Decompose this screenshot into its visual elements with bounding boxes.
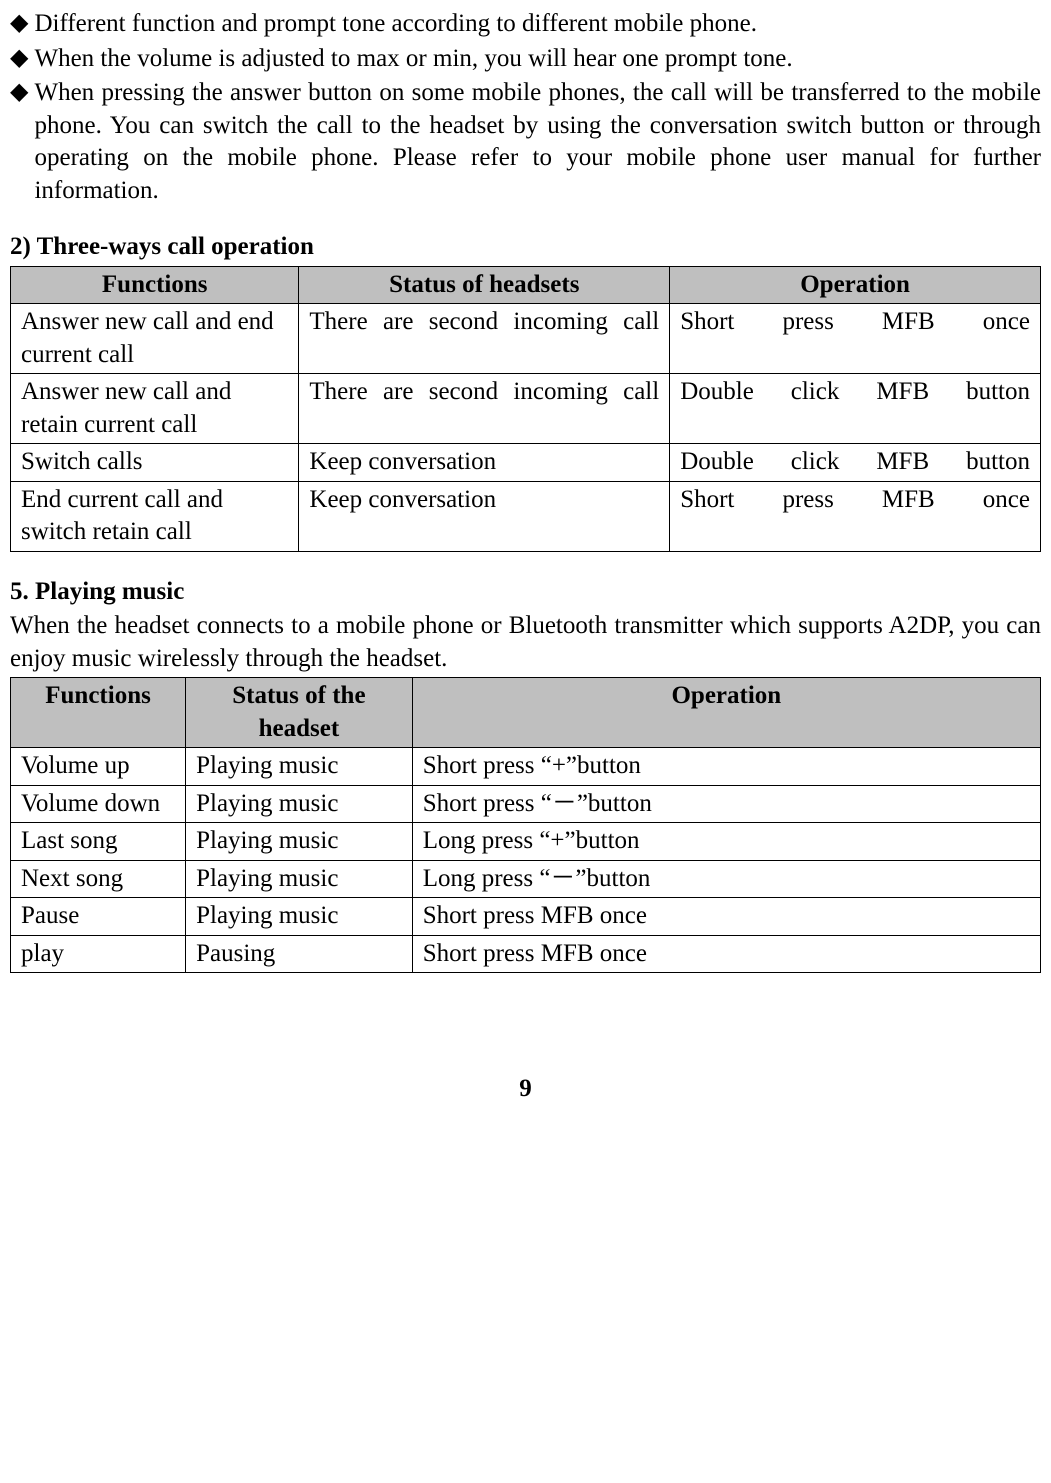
list-item: ◆ When pressing the answer button on som… <box>10 77 1041 207</box>
column-header: Operation <box>412 678 1040 748</box>
table-cell: Last song <box>11 823 186 861</box>
table-row: play Pausing Short press MFB once <box>11 935 1041 973</box>
playing-music-table: Functions Status of the headset Operatio… <box>10 677 1041 973</box>
bullet-icon: ◆ <box>10 77 28 108</box>
table-cell: Keep conversation <box>299 444 670 482</box>
table-cell: Long press “－”button <box>412 860 1040 898</box>
table-cell: There are second incoming call <box>299 374 670 444</box>
bullet-text: When the volume is adjusted to max or mi… <box>34 43 1041 76</box>
table-cell: Double click MFB button <box>670 444 1041 482</box>
table-cell: Playing music <box>186 860 413 898</box>
table-row: Volume up Playing music Short press “+”b… <box>11 748 1041 786</box>
table-cell: Playing music <box>186 785 413 823</box>
notes-list: ◆ Different function and prompt tone acc… <box>10 8 1041 207</box>
list-item: ◆ When the volume is adjusted to max or … <box>10 43 1041 76</box>
table-cell: Switch calls <box>11 444 299 482</box>
table-row: Next song Playing music Long press “－”bu… <box>11 860 1041 898</box>
table-cell: Volume down <box>11 785 186 823</box>
bullet-icon: ◆ <box>10 8 28 39</box>
column-header: Functions <box>11 678 186 748</box>
table-row: Answer new call and retain current call … <box>11 374 1041 444</box>
bullet-text: Different function and prompt tone accor… <box>34 8 1041 41</box>
table-cell: Playing music <box>186 823 413 861</box>
table-cell: Long press “+”button <box>412 823 1040 861</box>
section-intro: When the headset connects to a mobile ph… <box>10 610 1041 675</box>
table-cell: Double click MFB button <box>670 374 1041 444</box>
three-way-call-table: Functions Status of headsets Operation A… <box>10 266 1041 552</box>
column-header: Status of headsets <box>299 266 670 304</box>
table-cell: Short press “－”button <box>412 785 1040 823</box>
table-cell: There are second incoming call <box>299 304 670 374</box>
table-cell: Pausing <box>186 935 413 973</box>
table-cell: Answer new call and end current call <box>11 304 299 374</box>
table-header-row: Functions Status of the headset Operatio… <box>11 678 1041 748</box>
table-cell: Keep conversation <box>299 481 670 551</box>
table-cell: Short press MFB once <box>412 935 1040 973</box>
column-header: Functions <box>11 266 299 304</box>
section-heading-playing-music: 5. Playing music <box>10 576 1041 609</box>
table-cell: Playing music <box>186 898 413 936</box>
table-row: End current call and switch retain call … <box>11 481 1041 551</box>
list-item: ◆ Different function and prompt tone acc… <box>10 8 1041 41</box>
bullet-icon: ◆ <box>10 43 28 74</box>
table-cell: Answer new call and retain current call <box>11 374 299 444</box>
column-header: Operation <box>670 266 1041 304</box>
column-header: Status of the headset <box>186 678 413 748</box>
table-row: Pause Playing music Short press MFB once <box>11 898 1041 936</box>
table-row: Last song Playing music Long press “+”bu… <box>11 823 1041 861</box>
table-cell: Short press “+”button <box>412 748 1040 786</box>
page-number: 9 <box>10 1073 1041 1106</box>
bullet-text: When pressing the answer button on some … <box>34 77 1041 207</box>
table-cell: Playing music <box>186 748 413 786</box>
table-cell: Next song <box>11 860 186 898</box>
table-cell: End current call and switch retain call <box>11 481 299 551</box>
table-row: Answer new call and end current call The… <box>11 304 1041 374</box>
table-cell: Short press MFB once <box>412 898 1040 936</box>
table-cell: Short press MFB once <box>670 304 1041 374</box>
table-cell: Short press MFB once <box>670 481 1041 551</box>
table-cell: Pause <box>11 898 186 936</box>
section-heading-three-way: 2) Three-ways call operation <box>10 231 1041 264</box>
table-cell: play <box>11 935 186 973</box>
table-cell: Volume up <box>11 748 186 786</box>
table-header-row: Functions Status of headsets Operation <box>11 266 1041 304</box>
table-row: Volume down Playing music Short press “－… <box>11 785 1041 823</box>
table-row: Switch calls Keep conversation Double cl… <box>11 444 1041 482</box>
